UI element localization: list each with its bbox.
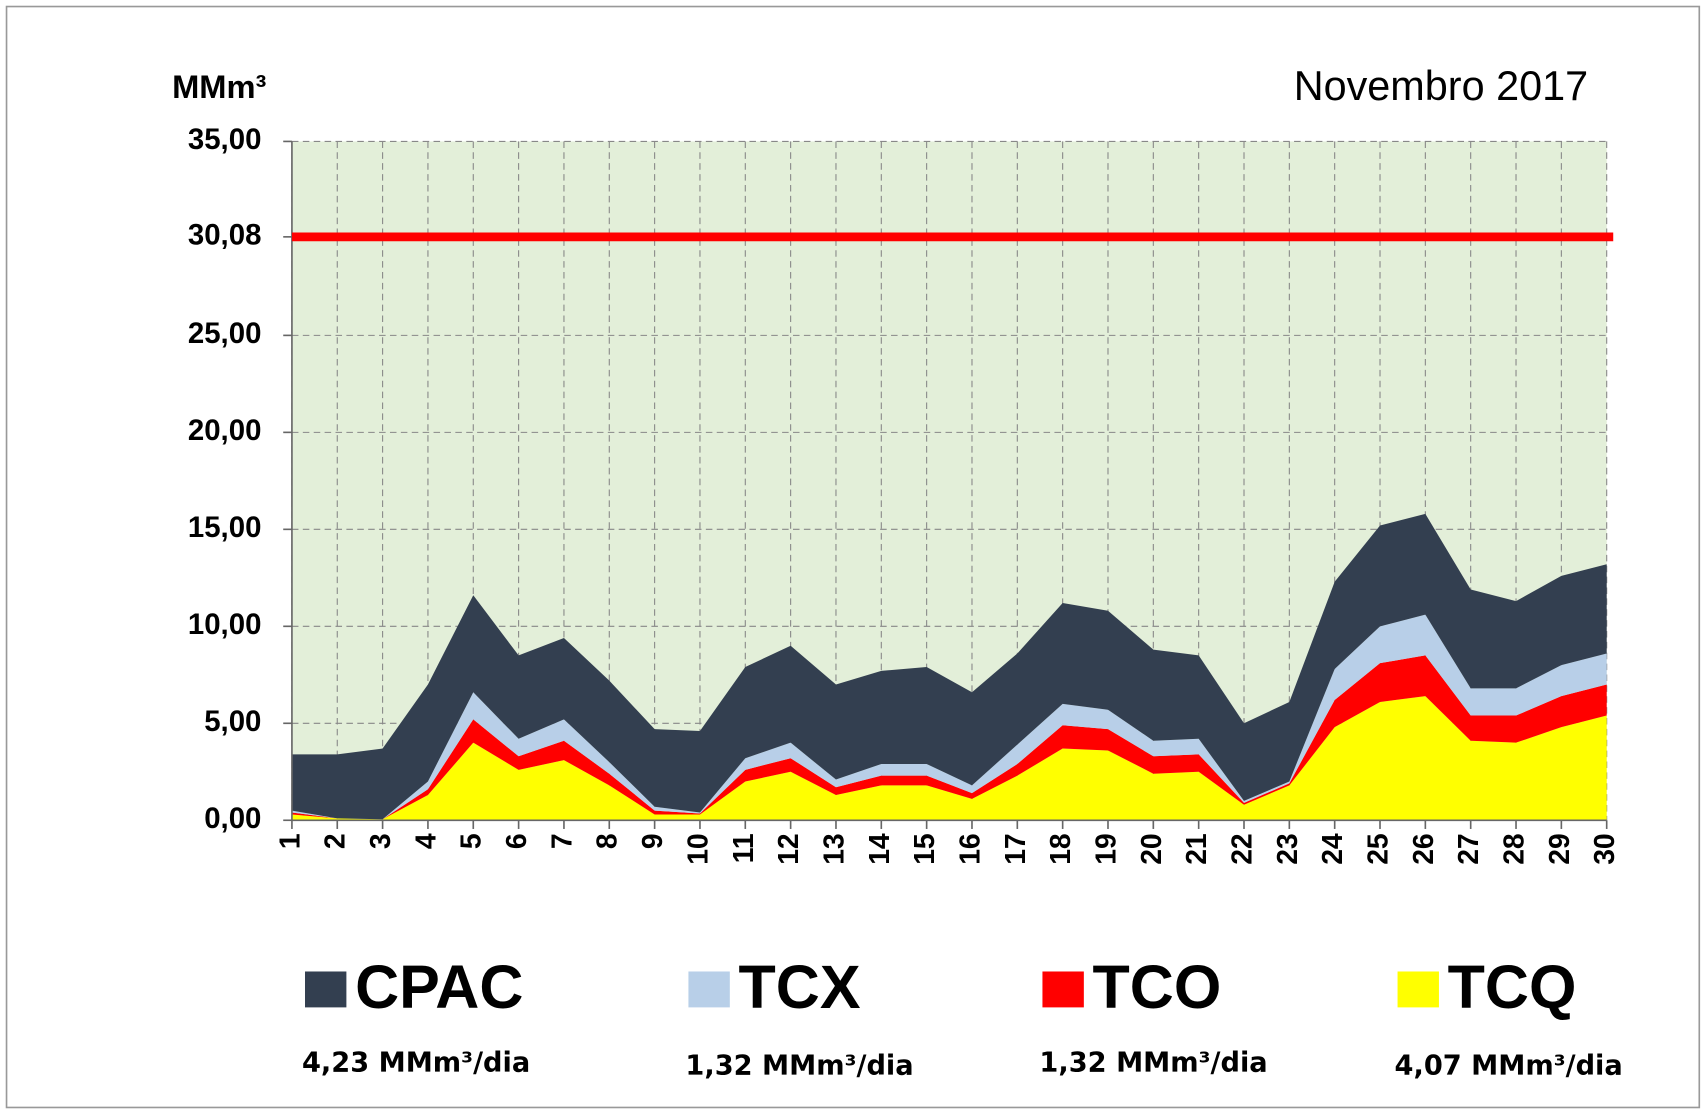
legend-label: TCX xyxy=(739,953,861,1021)
x-tick-label: 28 xyxy=(1497,833,1529,864)
x-tick-label: 15 xyxy=(908,833,940,864)
x-tick-label: 27 xyxy=(1452,833,1484,864)
x-tick-label: 1 xyxy=(273,833,305,849)
y-tick-label: 25,00 xyxy=(188,317,262,350)
legend-note: 1,32 MMm³/dia xyxy=(685,1051,913,1082)
x-tick-label: 14 xyxy=(863,833,895,865)
y-axis-label: MMm³ xyxy=(172,68,266,105)
y-tick-label: 10,00 xyxy=(188,608,262,641)
x-tick-label: 24 xyxy=(1316,833,1348,865)
area xyxy=(291,614,1607,820)
y-tick-label: 0,00 xyxy=(204,802,261,835)
legend-swatch xyxy=(305,971,347,1008)
legend-label: TCQ xyxy=(1448,953,1577,1021)
x-tick-label: 30 xyxy=(1588,833,1620,864)
area xyxy=(291,513,1607,820)
x-tick-label: 2 xyxy=(319,833,351,849)
x-tick-label: 25 xyxy=(1361,833,1393,864)
x-tick-label: 16 xyxy=(953,833,985,864)
x-tick-label: 20 xyxy=(1135,833,1167,864)
x-tick-label: 21 xyxy=(1180,833,1212,864)
legend-note: 4,07 MMm³/dia xyxy=(1395,1051,1623,1082)
x-tick-label: 10 xyxy=(681,833,713,864)
legend-swatch xyxy=(688,971,730,1008)
legend-note: 1,32 MMm³/dia xyxy=(1039,1047,1267,1078)
x-tick-label: 22 xyxy=(1225,833,1257,864)
x-tick-label: 4 xyxy=(409,833,441,849)
legend-label: TCO xyxy=(1093,953,1222,1021)
y-tick-label: 15,00 xyxy=(188,511,262,544)
y-tick-label: 35,00 xyxy=(188,123,262,156)
x-tick-label: 26 xyxy=(1407,833,1439,864)
y-tick-label: 30,08 xyxy=(188,219,262,252)
x-tick-label: 5 xyxy=(455,833,487,849)
legend-label: CPAC xyxy=(355,953,523,1021)
x-tick-label: 29 xyxy=(1543,833,1575,864)
x-tick-label: 6 xyxy=(500,833,532,849)
y-tick-label: 5,00 xyxy=(204,705,261,738)
x-tick-label: 3 xyxy=(364,833,396,849)
y-tick-label: 20,00 xyxy=(188,414,262,447)
x-tick-label: 12 xyxy=(772,833,804,864)
x-tick-label: 23 xyxy=(1271,833,1303,864)
x-tick-label: 9 xyxy=(636,833,668,849)
area xyxy=(291,696,1607,821)
legend-swatch xyxy=(1042,971,1084,1008)
legend-note: 4,23 MMm³/dia xyxy=(302,1047,530,1078)
x-tick-label: 17 xyxy=(999,833,1031,864)
x-tick-label: 8 xyxy=(591,833,623,849)
x-tick-label: 13 xyxy=(817,833,849,864)
x-tick-label: 11 xyxy=(727,833,759,863)
legend-swatch xyxy=(1397,971,1439,1008)
area xyxy=(291,655,1607,820)
chart-title: Novembro 2017 xyxy=(1294,63,1588,109)
x-tick-label: 18 xyxy=(1044,833,1076,864)
x-tick-label: 19 xyxy=(1089,833,1121,864)
x-tick-label: 7 xyxy=(545,833,577,849)
